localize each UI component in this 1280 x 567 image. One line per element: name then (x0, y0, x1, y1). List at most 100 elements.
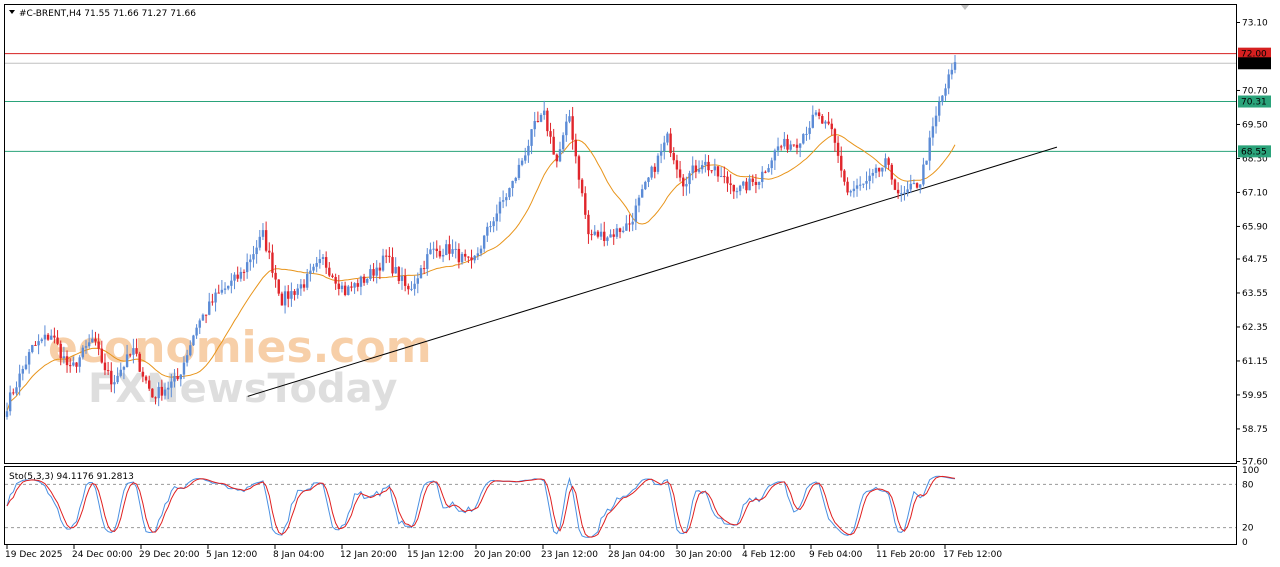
bear-candle[interactable] (887, 156, 890, 170)
bull-candle[interactable] (476, 247, 480, 261)
bull-candle[interactable] (208, 292, 211, 316)
bear-candle[interactable] (587, 210, 590, 244)
bull-candle[interactable] (223, 282, 227, 295)
bull-candle[interactable] (249, 254, 252, 271)
bull-candle[interactable] (413, 275, 416, 296)
bear-candle[interactable] (435, 240, 438, 258)
bear-candle[interactable] (324, 251, 328, 275)
bear-candle[interactable] (154, 396, 157, 405)
bear-candle[interactable] (106, 361, 110, 376)
trendline[interactable] (247, 146, 1058, 397)
bear-candle[interactable] (893, 178, 897, 191)
bull-candle[interactable] (656, 153, 660, 175)
bear-candle[interactable] (672, 147, 675, 165)
bear-candle[interactable] (138, 351, 141, 373)
bear-candle[interactable] (464, 249, 467, 261)
bull-candle[interactable] (132, 338, 135, 364)
bull-candle[interactable] (934, 106, 938, 134)
bear-candle[interactable] (584, 186, 587, 219)
bear-candle[interactable] (69, 358, 72, 373)
bull-candle[interactable] (871, 168, 875, 184)
bull-candle[interactable] (312, 263, 315, 274)
bear-candle[interactable] (612, 229, 615, 245)
bull-candle[interactable] (508, 187, 511, 201)
bear-candle[interactable] (211, 293, 214, 306)
bear-candle[interactable] (577, 154, 581, 189)
bull-candle[interactable] (486, 222, 489, 242)
bear-candle[interactable] (135, 338, 138, 357)
bear-candle[interactable] (596, 229, 600, 239)
bear-candle[interactable] (682, 174, 685, 197)
bull-candle[interactable] (258, 229, 261, 251)
bull-candle[interactable] (931, 117, 935, 146)
bull-candle[interactable] (773, 148, 777, 171)
bull-candle[interactable] (122, 365, 126, 380)
bull-candle[interactable] (116, 367, 119, 385)
bear-candle[interactable] (302, 279, 306, 292)
bull-candle[interactable] (43, 325, 47, 347)
bull-candle[interactable] (599, 223, 603, 241)
bull-candle[interactable] (239, 267, 243, 282)
bull-candle[interactable] (24, 355, 28, 371)
bull-candle[interactable] (182, 356, 186, 379)
bull-candle[interactable] (704, 154, 707, 173)
bull-candle[interactable] (283, 285, 287, 314)
bull-candle[interactable] (189, 340, 192, 357)
bear-candle[interactable] (277, 279, 280, 296)
bear-candle[interactable] (571, 106, 574, 150)
bear-candle[interactable] (669, 128, 672, 158)
bull-candle[interactable] (321, 253, 325, 265)
bear-candle[interactable] (603, 221, 606, 247)
bear-candle[interactable] (362, 273, 366, 286)
bear-candle[interactable] (129, 353, 132, 358)
bear-candle[interactable] (271, 244, 274, 278)
bear-candle[interactable] (745, 178, 748, 194)
bear-candle[interactable] (160, 379, 164, 401)
bull-candle[interactable] (198, 318, 201, 335)
bull-candle[interactable] (865, 171, 868, 191)
bear-candle[interactable] (328, 262, 331, 278)
bull-candle[interactable] (37, 334, 40, 355)
bull-candle[interactable] (5, 402, 9, 420)
bear-candle[interactable] (148, 375, 151, 391)
bull-candle[interactable] (811, 105, 814, 129)
bull-candle[interactable] (233, 272, 236, 290)
bull-candle[interactable] (543, 100, 546, 120)
bull-candle[interactable] (318, 249, 322, 269)
bull-candle[interactable] (426, 248, 429, 276)
bull-candle[interactable] (802, 133, 805, 145)
bull-candle[interactable] (520, 157, 524, 167)
bull-candle[interactable] (761, 166, 764, 189)
bull-candle[interactable] (928, 130, 931, 171)
bear-candle[interactable] (827, 112, 830, 126)
bear-candle[interactable] (356, 279, 359, 292)
bear-candle[interactable] (151, 388, 154, 398)
bull-candle[interactable] (874, 164, 878, 179)
bull-candle[interactable] (375, 260, 378, 284)
bull-candle[interactable] (647, 177, 650, 188)
bull-candle[interactable] (460, 251, 464, 265)
bull-candle[interactable] (18, 364, 21, 396)
bear-candle[interactable] (350, 281, 353, 292)
bear-candle[interactable] (890, 163, 893, 185)
bear-candle[interactable] (59, 340, 62, 366)
bull-candle[interactable] (859, 176, 862, 191)
bear-candle[interactable] (75, 362, 78, 373)
bull-candle[interactable] (862, 183, 865, 189)
bull-candle[interactable] (631, 212, 634, 232)
bull-candle[interactable] (568, 109, 571, 124)
bull-candle[interactable] (922, 157, 925, 187)
bull-candle[interactable] (84, 340, 88, 354)
bull-candle[interactable] (650, 165, 653, 180)
bull-candle[interactable] (884, 153, 887, 172)
bull-candle[interactable] (748, 174, 751, 191)
bull-candle[interactable] (925, 160, 928, 165)
bull-candle[interactable] (170, 373, 173, 398)
bear-candle[interactable] (422, 260, 426, 275)
bear-candle[interactable] (391, 247, 394, 277)
bull-candle[interactable] (454, 241, 457, 259)
bear-candle[interactable] (821, 113, 824, 124)
bear-candle[interactable] (896, 182, 900, 199)
bull-candle[interactable] (808, 121, 811, 140)
